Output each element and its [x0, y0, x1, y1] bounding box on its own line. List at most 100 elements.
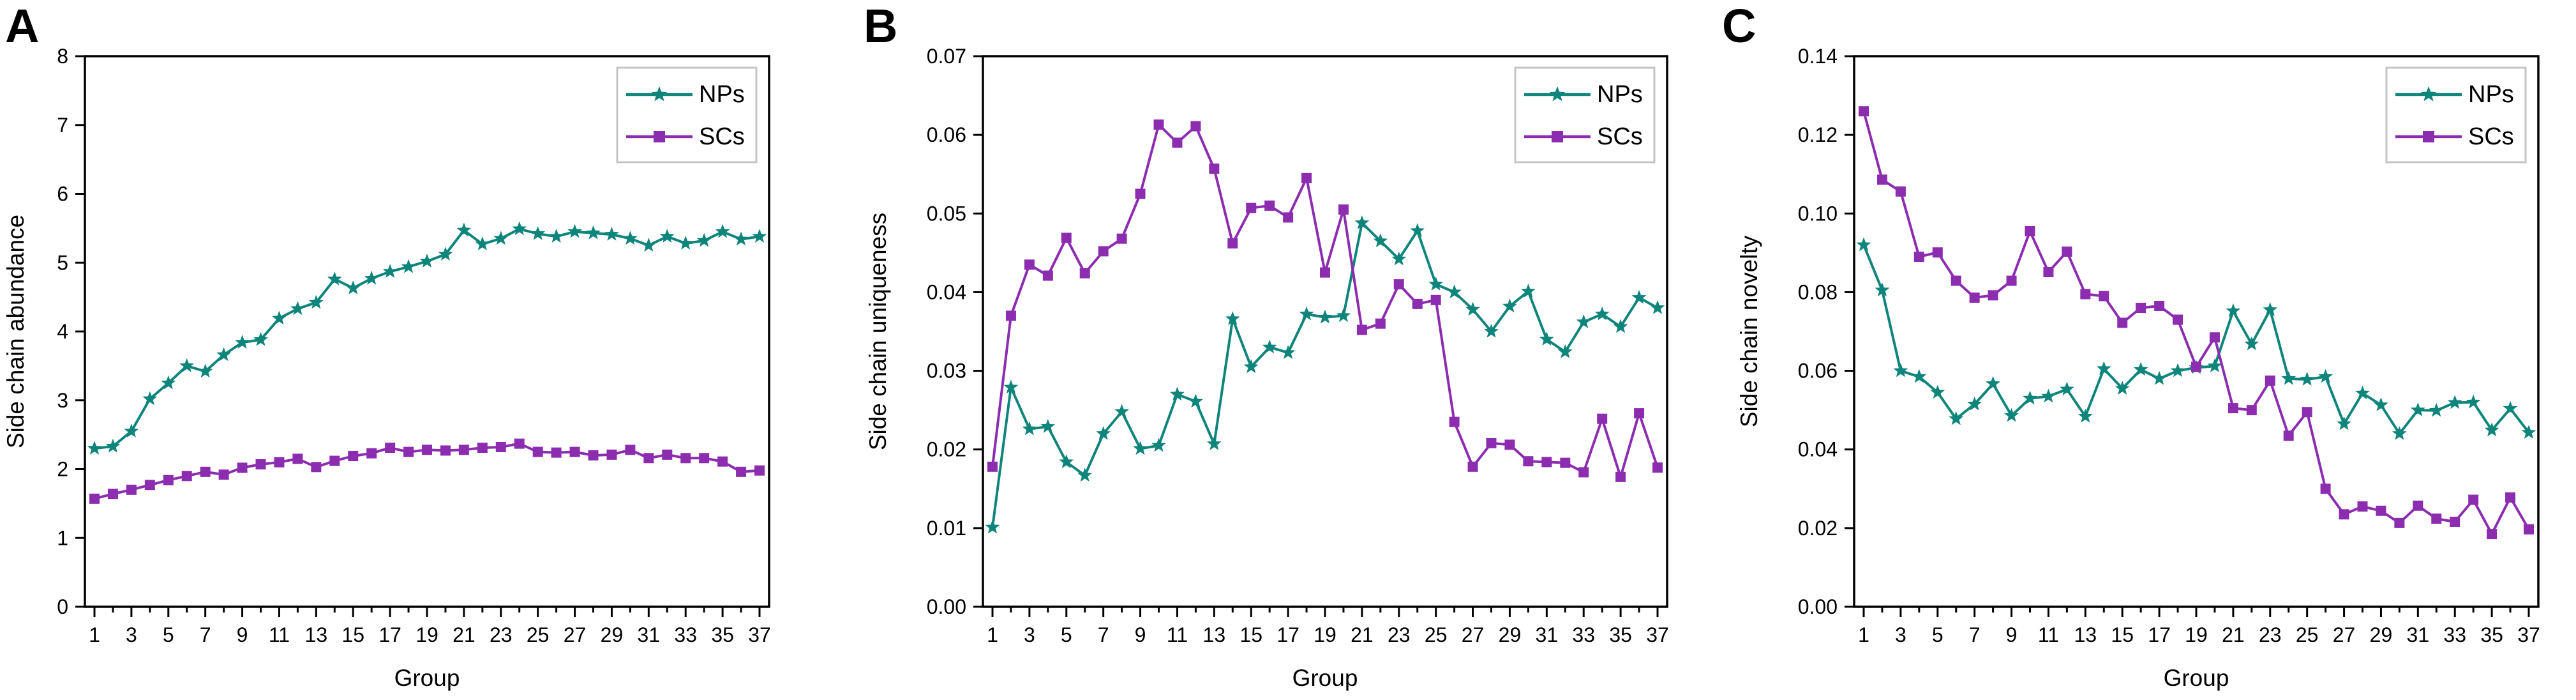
star-marker: [493, 231, 509, 245]
star-marker: [623, 231, 638, 245]
star-marker: [2152, 370, 2167, 385]
square-marker: [1153, 119, 1164, 130]
x-axis-tick-label: 3: [1024, 623, 1035, 646]
square-marker: [1338, 204, 1349, 215]
x-axis-tick-label: 1: [89, 623, 100, 646]
star-marker: [2207, 358, 2222, 372]
star-marker: [1465, 301, 1480, 316]
square-marker: [311, 462, 322, 473]
x-axis-tick-label: 5: [1061, 623, 1072, 646]
star-marker: [696, 232, 712, 247]
x-axis-tick-label: 19: [416, 623, 438, 646]
square-marker: [1116, 233, 1127, 244]
star-marker: [1133, 441, 1148, 455]
x-axis-title: Group: [394, 665, 460, 691]
x-axis-tick-label: 11: [2038, 623, 2059, 646]
star-marker: [2244, 336, 2259, 351]
x-axis-tick-label: 35: [2480, 623, 2503, 646]
x-axis-tick-label: 31: [1536, 623, 1559, 646]
y-axis-tick-label: 0.08: [1798, 280, 1838, 303]
square-marker: [2246, 405, 2257, 416]
star-marker: [2318, 369, 2333, 383]
x-axis-tick-label: 13: [2074, 623, 2097, 646]
star-marker: [1930, 384, 1945, 399]
square-marker: [1449, 416, 1460, 427]
y-axis-tick-label: 7: [57, 114, 68, 137]
star-marker: [2374, 397, 2388, 411]
star-marker: [1262, 339, 1277, 354]
square-marker: [1356, 324, 1367, 335]
square-marker: [1859, 106, 1869, 117]
panel-letter-a: A: [5, 0, 40, 52]
series-line-scs: [1862, 110, 2530, 536]
star-marker: [2503, 400, 2518, 415]
star-marker: [2484, 422, 2499, 437]
y-axis-tick-label: 0.02: [927, 438, 966, 461]
star-marker: [1856, 237, 1871, 252]
square-marker: [385, 443, 396, 453]
x-axis-tick-label: 29: [2370, 623, 2393, 646]
x-axis-tick-label: 9: [237, 623, 248, 646]
square-marker: [1932, 247, 1943, 258]
square-marker: [699, 453, 710, 464]
square-marker: [987, 461, 998, 472]
square-marker: [2006, 275, 2017, 286]
star-marker: [2447, 395, 2462, 409]
square-marker: [1320, 267, 1330, 278]
legend-label-scs: SCs: [699, 123, 745, 150]
star-marker: [1912, 369, 1927, 383]
chart-b-canvas: 0.000.010.020.030.040.050.060.071 3 5 7 9 11 1…: [865, 45, 1669, 691]
star-marker: [2429, 402, 2444, 417]
star-marker: [1967, 396, 1982, 411]
square-marker: [1652, 462, 1663, 473]
square-marker: [144, 480, 155, 491]
square-marker: [422, 445, 432, 455]
y-axis-tick-label: 0.04: [1798, 438, 1838, 461]
star-marker: [752, 229, 767, 243]
star-marker: [253, 331, 268, 346]
square-marker: [1467, 461, 1478, 472]
square-marker: [1283, 212, 1294, 223]
star-marker: [1631, 290, 1647, 304]
y-axis-tick-label: 0.07: [927, 45, 966, 68]
series-line-scs: [991, 123, 1659, 478]
star-marker: [2023, 390, 2037, 405]
star-marker: [2133, 361, 2148, 376]
star-marker: [1502, 298, 1517, 313]
square-marker: [163, 475, 174, 485]
y-axis-tick-label: 0.00: [927, 595, 966, 618]
panel-letter-c: C: [1722, 0, 1756, 52]
star-marker: [2041, 388, 2056, 403]
square-marker: [588, 450, 599, 460]
square-marker: [1876, 174, 1887, 185]
x-axis-tick-label: 7: [200, 623, 211, 646]
x-axis-tick-label: 5: [1932, 623, 1943, 646]
square-marker: [218, 469, 229, 480]
square-marker: [329, 455, 340, 466]
star-marker: [382, 264, 398, 278]
square-marker: [551, 447, 562, 458]
x-axis-tick-label: 1: [1858, 623, 1869, 646]
square-marker: [274, 457, 285, 468]
square-marker: [2302, 407, 2312, 418]
square-marker: [2468, 494, 2479, 505]
x-axis-tick-label: 17: [2148, 623, 2171, 646]
square-marker: [1951, 275, 1961, 286]
panel-a: A 0 1 2 3 4 5 6 7 8 1 3 5 7 9 11 13 15 17 19 21 23 25 27 29 31 33…: [0, 0, 858, 700]
star-marker: [733, 231, 749, 246]
square-marker: [2117, 317, 2128, 328]
star-marker: [1170, 386, 1185, 401]
y-axis-title: Side chain novelty: [1736, 235, 1762, 427]
star-marker: [512, 221, 527, 236]
square-marker: [2025, 225, 2035, 236]
square-marker: [477, 443, 488, 453]
star-marker: [530, 226, 546, 240]
x-axis-tick-label: 25: [1425, 623, 1448, 646]
series-markers-scs: [89, 438, 765, 504]
star-marker: [1650, 300, 1665, 314]
star-marker: [1206, 436, 1222, 450]
square-marker: [2154, 300, 2165, 311]
star-marker: [161, 375, 176, 390]
star-marker: [1613, 319, 1628, 333]
